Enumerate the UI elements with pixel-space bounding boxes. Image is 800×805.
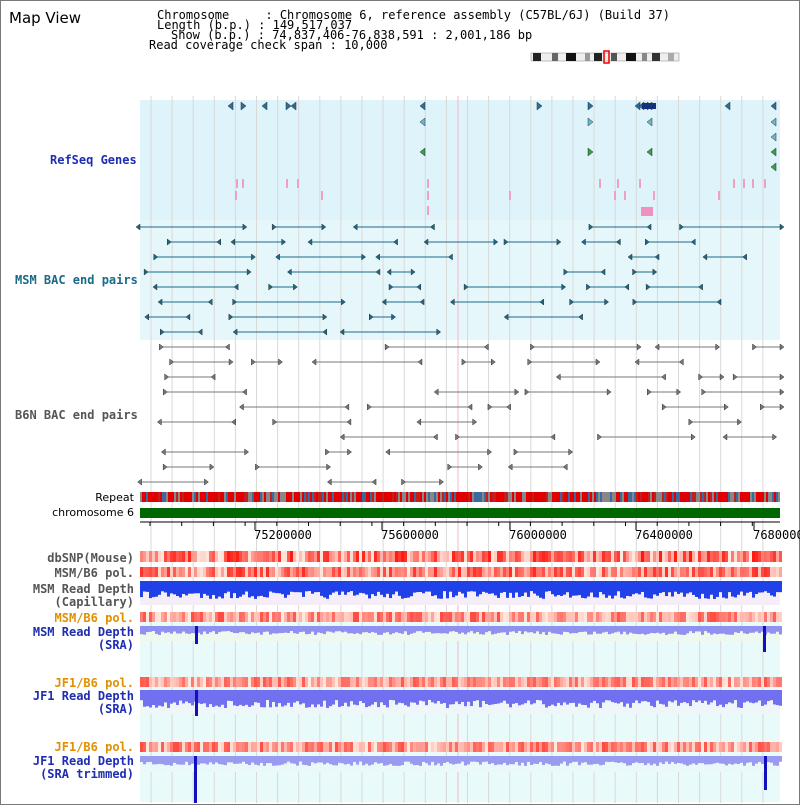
track-label-repeat[interactable]: Repeat [95,491,134,504]
track-label-jf1-read-depth-trimmed[interactable]: JF1 Read Depth (SRA trimmed) [32,754,134,781]
info-span: Read coverage check span : 10,000 [149,38,388,52]
axis-tick-label: 75600000 [381,528,439,542]
polymorphism-heat-tracks [140,551,782,752]
position-axis: 75200000 75600000 76000000 76400000 76800000 [140,521,800,542]
b6n-bac-end-pairs-track [137,343,785,486]
msm-bac-end-pairs-track [135,223,785,336]
axis-tick-label: 76000000 [509,528,567,542]
info-length: Length (b.p.) : 149,517,037 [157,18,353,32]
track-label-jf1-b6-pol-1[interactable]: JF1/B6 pol. [54,676,134,690]
info-panel: Chromosome : Chromosome 6, reference ass… [149,8,670,52]
track-label-msm-b6-pol-1[interactable]: MSM/B6 pol. [54,566,134,580]
track-label-b6n-bac[interactable]: B6N BAC end pairs [15,408,138,422]
refseq-genes-track [227,101,777,216]
axis-tick-label: 76400000 [635,528,693,542]
track-label-msm-read-depth-capillary[interactable]: MSM Read Depth (Capillary) [32,582,134,609]
track-label-refseq[interactable]: RefSeq Genes [50,153,137,167]
refseq-track-bg [140,100,780,220]
track-label-msm-bac[interactable]: MSM BAC end pairs [15,273,138,287]
track-label-msm-b6-pol-2[interactable]: MSM/B6 pol. [54,611,134,625]
axis-tick-label: 75200000 [254,528,312,542]
info-chromosome: Chromosome : Chromosome 6, reference ass… [157,8,670,22]
track-label-jf1-read-depth-sra[interactable]: JF1 Read Depth (SRA) [32,689,134,716]
msm-bac-track-bg [140,220,780,340]
info-show: Show (b.p.) : 74,837,406-76,838,591 : 2,… [171,28,533,42]
chromosome-bar[interactable] [140,508,780,518]
axis-tick-label: 76800000 [753,528,800,542]
track-label-msm-read-depth-sra[interactable]: MSM Read Depth (SRA) [32,625,134,652]
track-label-dbsnp[interactable]: dbSNP(Mouse) [47,551,134,565]
track-label-jf1-b6-pol-2[interactable]: JF1/B6 pol. [54,740,134,754]
track-label-chromosome[interactable]: chromosome 6 [52,506,134,519]
repeat-track [140,492,780,502]
page-title: Map View [9,9,82,27]
read-depth-tracks [140,581,782,803]
